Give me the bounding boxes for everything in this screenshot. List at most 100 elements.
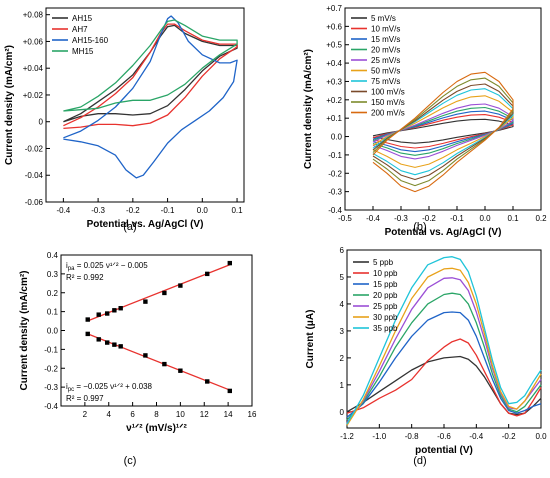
y-tick-label: -0.02 [25,144,44,153]
y-tick-label: -0.2 [44,364,58,373]
data-point-ipa [96,312,101,317]
y-tick-label: 0.1 [47,308,59,317]
y-tick-label: 1 [340,381,345,390]
y-tick-label: 4 [340,300,345,309]
y-tick-label: +0.04 [23,64,44,73]
x-tick-label: 0.2 [535,214,547,223]
y-tick-label: +0.2 [326,96,342,105]
series-line-ah15 [63,24,238,123]
legend-label: 15 mV/s [371,35,400,44]
legend-label: 50 mV/s [371,67,400,76]
x-tick-label: 2 [83,410,88,419]
panel-caption-c: (c) [124,455,137,467]
data-point-ipc [162,361,167,367]
y-tick-label: -0.1 [44,345,58,354]
data-point-ipc [143,353,148,358]
plot-frame [45,7,245,203]
data-point-ipc [112,342,117,347]
chart-d: -1.2 -1.0 -0.8 -0.6 -0.4 -0.2 0.0 0 1 2 3 4 5 6 potent… [305,246,547,456]
data-point-ipc [205,379,210,384]
x-tick-label: -0.3 [91,206,105,215]
y-tick-label: 0.3 [47,270,59,279]
x-tick-label: 0.1 [507,214,519,223]
x-axis-label: ν¹ᐟ² (mV/s)¹ᐟ² [126,423,187,434]
legend-label: 10 mV/s [371,25,400,34]
y-tick-label: +0.5 [326,41,342,50]
plot-frame [344,7,542,211]
legend-label: 100 mV/s [371,88,405,97]
data-point-ipc [104,340,110,345]
legend-label: 15 ppb [373,280,398,289]
y-axis-label: Current density (mA/cm²) [303,49,314,169]
x-tick-label: -0.2 [126,206,140,215]
x-tick-label: 16 [248,410,257,419]
x-tick-label: 8 [154,410,159,419]
series-line-ah15-160 [63,15,238,179]
x-axis-label: Potential vs. Ag/AgCl (V) [87,219,204,230]
legend-label: AH15-160 [72,36,109,45]
x-tick-label: -0.2 [502,432,516,441]
series-line-15-ppb [346,311,542,418]
legend-label: MH15 [72,47,94,56]
series-line-35-ppb [346,256,542,425]
y-tick-label: -0.4 [44,402,58,411]
x-tick-label: 10 [176,410,185,419]
x-tick-label: -0.1 [161,206,175,215]
y-tick-label: 5 [340,273,345,282]
y-tick-label: +0.4 [326,59,342,68]
chart-a: -0.4 -0.3 -0.2 -0.1 0.0 0.1 -0.06 -0.04 -0.02 0 +0… [4,7,245,230]
x-tick-label: -0.6 [437,432,451,441]
data-point-ipa [162,290,167,296]
x-tick-label: 0.0 [197,206,209,215]
x-tick-label: -1.2 [340,432,354,441]
legend-label: 30 ppb [373,313,398,322]
data-point-ipc [96,337,101,342]
data-point-ipa [118,306,123,311]
y-tick-label: +0.08 [23,11,44,20]
series-line-10-ppb [346,338,542,417]
series-line-5-mv-s [372,118,514,144]
y-tick-label: +0.06 [23,37,44,46]
data-point-ipc [227,388,232,394]
y-tick-label: -0.1 [328,151,342,160]
series-line-5-ppb [346,355,542,416]
y-tick-label: +0.7 [326,4,342,13]
y-tick-label: -0.3 [44,383,58,392]
series-line-mh15 [63,19,238,112]
data-point-ipa [227,260,232,266]
legend-label: 200 mV/s [371,109,405,118]
chart-b: -0.5 -0.4 -0.3 -0.2 -0.1 0.0 0.1 0.2-0.4-0.3-0.… [303,4,547,238]
y-tick-label: 2 [340,354,345,363]
y-tick-label: 0 [39,118,44,127]
legend-label: AH7 [72,25,88,34]
series-line-200-mv-s [372,71,514,193]
legend-label: 20 ppb [373,291,398,300]
x-tick-label: 0.0 [479,214,491,223]
y-tick-label: 6 [340,246,345,255]
panel-caption-a: (a) [123,221,136,233]
y-tick-label: +0.1 [326,114,342,123]
legend-label: 35 ppb [373,324,398,333]
x-tick-label: -0.1 [450,214,464,223]
y-tick-label: +0.02 [23,91,44,100]
series-line-ah7 [63,23,238,130]
y-tick-label: -0.3 [328,188,342,197]
x-tick-label: 6 [130,410,135,419]
data-point-ipc [118,344,123,349]
x-tick-label: 0.1 [231,206,243,215]
y-tick-label: -0.06 [25,198,44,207]
data-point-ipc [178,368,183,373]
panel-caption-b: (b) [413,221,426,233]
x-tick-label: -0.8 [405,432,419,441]
legend-label: 75 mV/s [371,77,400,86]
y-tick-label: 0.4 [47,251,59,260]
r-squared-label: R² = 0.992 [66,273,104,282]
y-axis-label: Current (μA) [305,310,316,369]
y-tick-label: 0.2 [47,289,59,298]
x-tick-label: 14 [224,410,233,419]
panel-caption-d: (d) [413,455,426,467]
series-line-25-mv-s [372,103,514,160]
fit-equation: ipa = 0.025 ν¹ᐟ² − 0.005 [66,261,148,272]
legend-label: 5 ppb [373,258,394,267]
y-tick-label: 0 [340,408,345,417]
